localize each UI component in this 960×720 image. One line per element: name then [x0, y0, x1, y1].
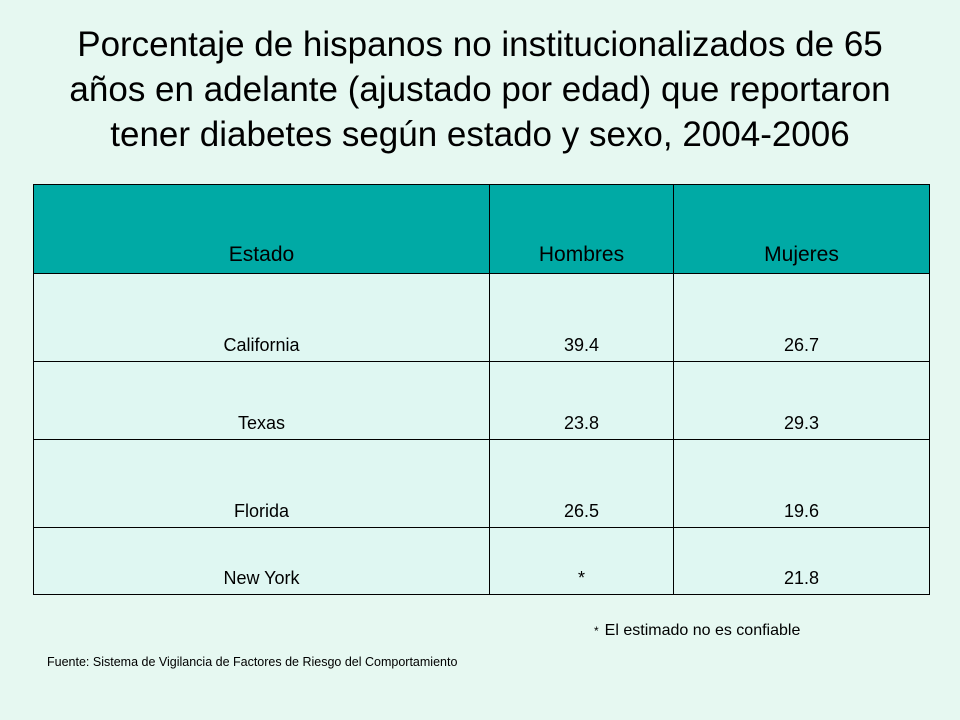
- cell-hombres: 23.8: [489, 361, 674, 440]
- table-header-row: Estado Hombres Mujeres: [33, 184, 930, 274]
- cell-state: Texas: [33, 361, 490, 440]
- cell-hombres: 39.4: [489, 273, 674, 362]
- header-estado: Estado: [33, 184, 490, 274]
- table-row: Florida 26.5 19.6: [33, 439, 930, 528]
- header-hombres: Hombres: [489, 184, 674, 274]
- diabetes-table: Estado Hombres Mujeres California 39.4 2…: [33, 184, 930, 595]
- cell-hombres: 26.5: [489, 439, 674, 528]
- title-line-1: Porcentaje de hispanos no institucionali…: [77, 25, 883, 64]
- cell-hombres: *: [489, 527, 674, 595]
- title-line-3: tener diabetes según estado y sexo, 2004…: [110, 115, 850, 154]
- cell-state: California: [33, 273, 490, 362]
- page-title: Porcentaje de hispanos no institucionali…: [30, 22, 930, 157]
- table-row: Texas 23.8 29.3: [33, 361, 930, 440]
- table-row: California 39.4 26.7: [33, 273, 930, 362]
- cell-mujeres: 19.6: [673, 439, 930, 528]
- title-line-2: años en adelante (ajustado por edad) que…: [69, 70, 891, 109]
- header-mujeres: Mujeres: [673, 184, 930, 274]
- cell-state: New York: [33, 527, 490, 595]
- cell-mujeres: 21.8: [673, 527, 930, 595]
- cell-mujeres: 26.7: [673, 273, 930, 362]
- footnote-symbol: *: [594, 624, 599, 638]
- table-row: New York * 21.8: [33, 527, 930, 595]
- cell-mujeres: 29.3: [673, 361, 930, 440]
- cell-state: Florida: [33, 439, 490, 528]
- footnote: * El estimado no es confiable: [594, 622, 800, 640]
- source-text: Fuente: Sistema de Vigilancia de Factore…: [47, 655, 458, 669]
- footnote-text: El estimado no es confiable: [604, 622, 801, 639]
